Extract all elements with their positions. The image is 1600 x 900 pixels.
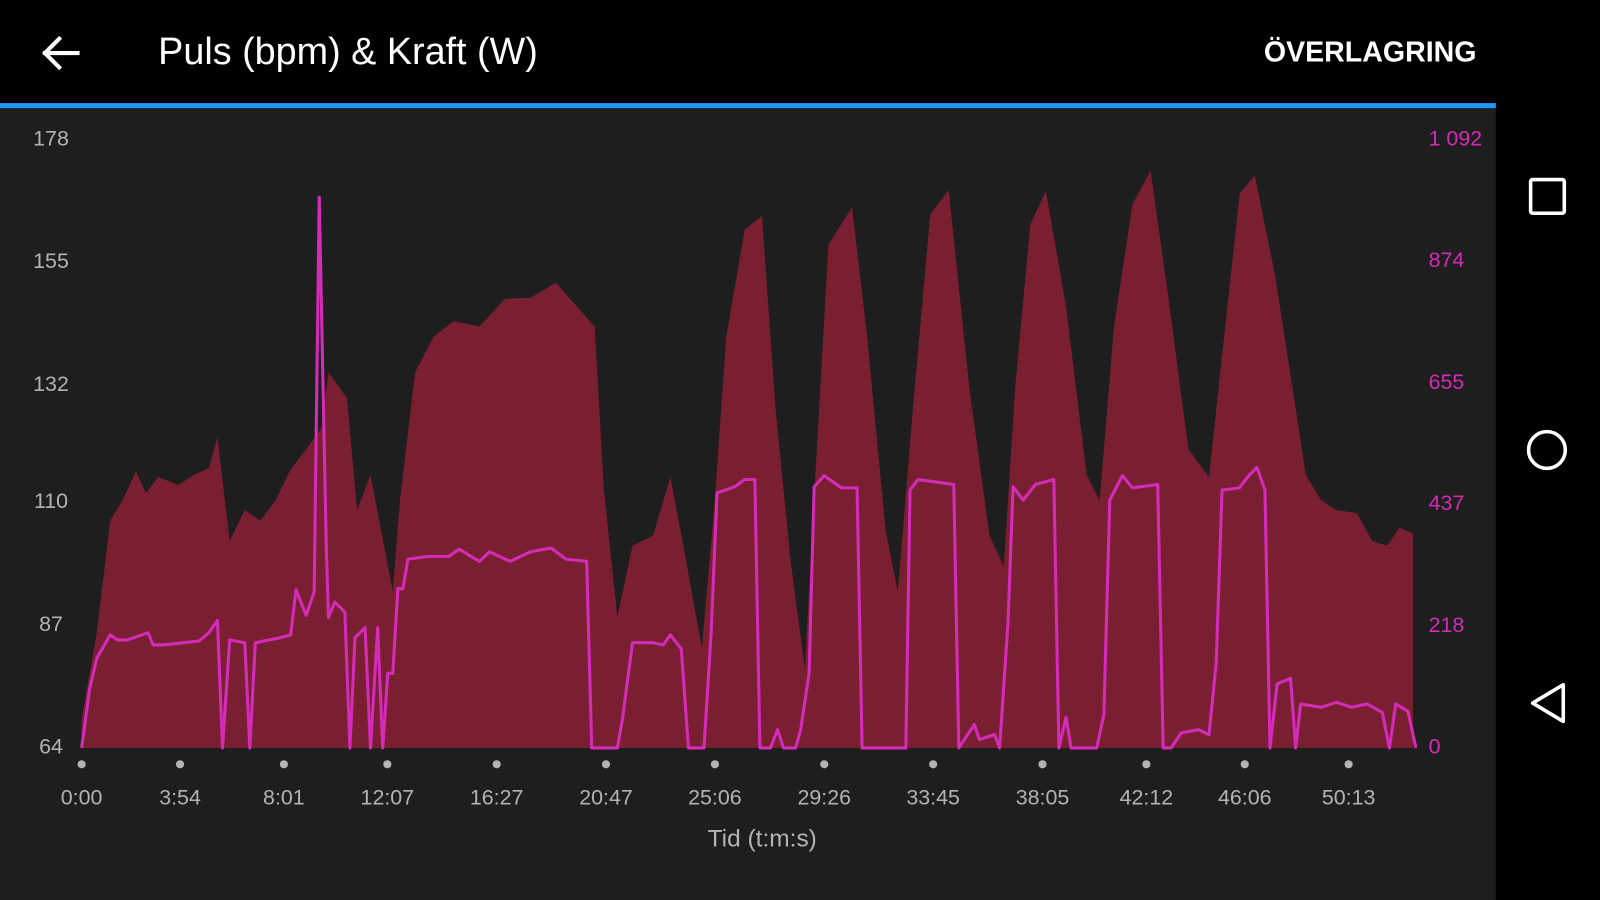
x-tick-mark [175,760,185,769]
x-tick-label: 16:27 [470,786,524,810]
x-tick-label: 8:01 [263,786,305,810]
x-tick-mark [820,760,829,769]
back-arrow-head [42,35,63,71]
y2-tick-label: 1 092 [1429,126,1483,150]
x-tick-label: 12:07 [361,786,415,810]
x-tick-label: 38:05 [1016,786,1070,810]
x-tick-label: 42:12 [1120,786,1174,810]
y-tick-label: 178 [33,126,69,150]
y-tick-label: 110 [34,489,68,513]
navigation-bar [1495,0,1600,900]
x-tick-label: 25:06 [688,786,742,810]
x-tick-mark [383,760,392,769]
y2-tick-label: 655 [1429,370,1465,394]
x-tick-mark [492,760,501,769]
y-tick-label: 64 [39,735,63,759]
x-tick-mark [710,760,720,769]
x-tick-label: 33:45 [906,786,960,810]
y-tick-label: 132 [33,372,69,396]
plot: 64 87 110 132 155 178 0 218 437 655 874 1 092 0:00 3:… [33,126,1482,809]
recents-button[interactable] [1528,177,1567,216]
x-tick-mark [1142,760,1151,769]
back-button[interactable] [42,35,80,71]
x-tick-label: 3:54 [159,786,201,810]
x-tick-mark [1344,760,1353,769]
x-tick-mark [1038,760,1047,769]
x-tick-label: 46:06 [1218,786,1272,810]
x-tick-mark [279,760,288,769]
x-tick-label: 29:26 [797,786,851,810]
x-tick-label: 50:13 [1322,786,1376,810]
back-nav-button[interactable] [1530,682,1566,724]
x-tick-label: 0:00 [61,786,103,810]
x-tick-mark [77,760,86,769]
power-line [80,195,1418,750]
heart-rate-area [81,170,1413,748]
y2-tick-label: 874 [1429,248,1465,272]
x-tick-mark [929,760,938,769]
overlay-button[interactable]: ÖVERLAGRING [1264,36,1477,69]
y2-tick-label: 0 [1429,735,1441,759]
x-tick-label: 20:47 [579,786,633,810]
y2-tick-label: 218 [1429,613,1465,637]
x-tick-mark [601,760,611,769]
x-axis-title: Tid (t:m:s) [708,825,817,852]
home-button[interactable] [1526,429,1568,471]
y-tick-label: 155 [33,249,69,273]
y-tick-label: 87 [39,612,63,636]
screen-title: Puls (bpm) & Kraft (W) [158,30,538,72]
x-tick-mark [1240,760,1249,769]
app-bar [0,0,1496,104]
app-bar-divider [0,103,1496,109]
y2-tick-label: 437 [1429,491,1465,515]
